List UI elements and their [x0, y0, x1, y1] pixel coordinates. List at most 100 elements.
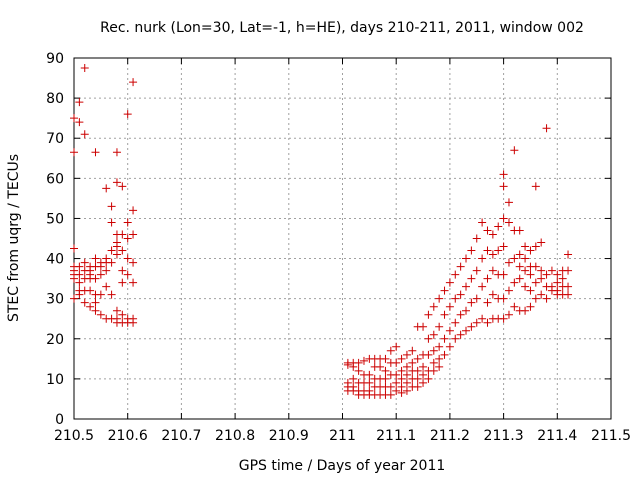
data-point: [91, 148, 100, 157]
data-point: [435, 362, 444, 371]
data-point: [531, 242, 540, 251]
data-point: [504, 310, 513, 319]
data-point: [75, 118, 84, 127]
data-point: [107, 246, 116, 255]
data-point: [526, 302, 535, 311]
data-point: [472, 234, 481, 243]
data-point: [86, 286, 95, 295]
data-point: [118, 182, 127, 191]
data-point: [542, 270, 551, 279]
data-point: [91, 274, 100, 283]
data-point: [542, 294, 551, 303]
data-point: [445, 302, 454, 311]
data-point: [510, 146, 519, 155]
data-point: [70, 294, 78, 303]
data-point: [558, 274, 567, 283]
x-axis-label: GPS time / Days of year 2011: [239, 458, 446, 474]
data-point: [478, 218, 487, 227]
data-point: [365, 378, 374, 387]
data-point: [451, 294, 460, 303]
x-tick-label: 210.6: [108, 428, 148, 444]
x-tick-label: 211.3: [484, 428, 524, 444]
data-point: [70, 148, 78, 157]
data-point: [483, 318, 492, 327]
data-point: [521, 242, 530, 251]
data-point: [80, 298, 89, 307]
data-point: [499, 170, 508, 179]
data-point: [483, 274, 492, 283]
data-point: [456, 310, 465, 319]
data-point: [564, 250, 573, 259]
data-point: [392, 358, 401, 367]
data-point: [462, 306, 471, 315]
data-point: [537, 274, 546, 283]
x-tick-label: 211.5: [591, 428, 631, 444]
data-point: [123, 218, 132, 227]
data-point: [564, 266, 573, 275]
data-point: [129, 230, 138, 239]
data-point: [521, 266, 530, 275]
data-point: [435, 354, 444, 363]
data-point: [435, 342, 444, 351]
data-point: [531, 182, 540, 191]
data-point: [402, 350, 411, 359]
data-point: [354, 358, 363, 367]
y-tick-label: 70: [46, 131, 64, 147]
data-point: [75, 98, 84, 107]
data-point: [537, 266, 546, 275]
data-point: [397, 374, 406, 383]
data-point: [531, 262, 540, 271]
data-point: [467, 322, 476, 331]
data-point: [521, 282, 530, 291]
data-point: [499, 294, 508, 303]
data-point: [462, 282, 471, 291]
data-point: [402, 378, 411, 387]
data-point: [429, 302, 438, 311]
y-tick-label: 0: [55, 412, 64, 428]
data-point: [451, 270, 460, 279]
data-point: [429, 366, 438, 375]
data-point: [107, 290, 116, 299]
data-point: [521, 254, 530, 263]
data-point: [499, 242, 508, 251]
data-point: [413, 382, 422, 391]
data-point: [419, 370, 428, 379]
data-point: [429, 330, 438, 339]
data-point: [80, 130, 89, 139]
data-point: [537, 290, 546, 299]
data-point: [349, 374, 358, 383]
data-point: [488, 290, 497, 299]
data-point: [510, 254, 519, 263]
data-point: [349, 362, 358, 371]
data-point: [123, 110, 132, 119]
data-point: [392, 378, 401, 387]
data-point: [445, 342, 454, 351]
data-point: [107, 218, 116, 227]
data-point: [118, 246, 127, 255]
data-point: [96, 270, 105, 279]
data-point: [504, 198, 513, 207]
data-point: [129, 278, 138, 287]
data-point: [547, 266, 556, 275]
data-point: [424, 374, 433, 383]
data-point: [402, 370, 411, 379]
data-point: [445, 326, 454, 335]
data-point: [118, 230, 127, 239]
x-tick-label: 210.8: [215, 428, 255, 444]
data-point: [392, 342, 401, 351]
data-point: [510, 302, 519, 311]
data-point: [102, 266, 111, 275]
data-point: [408, 358, 417, 367]
data-point: [456, 330, 465, 339]
data-point: [386, 346, 395, 355]
data-point: [478, 314, 487, 323]
data-point: [456, 262, 465, 271]
y-tick-label: 80: [46, 91, 64, 107]
data-point: [537, 238, 546, 247]
data-point: [86, 302, 95, 311]
data-point: [392, 370, 401, 379]
data-point: [112, 178, 121, 187]
data-point: [483, 226, 492, 235]
data-point: [424, 350, 433, 359]
